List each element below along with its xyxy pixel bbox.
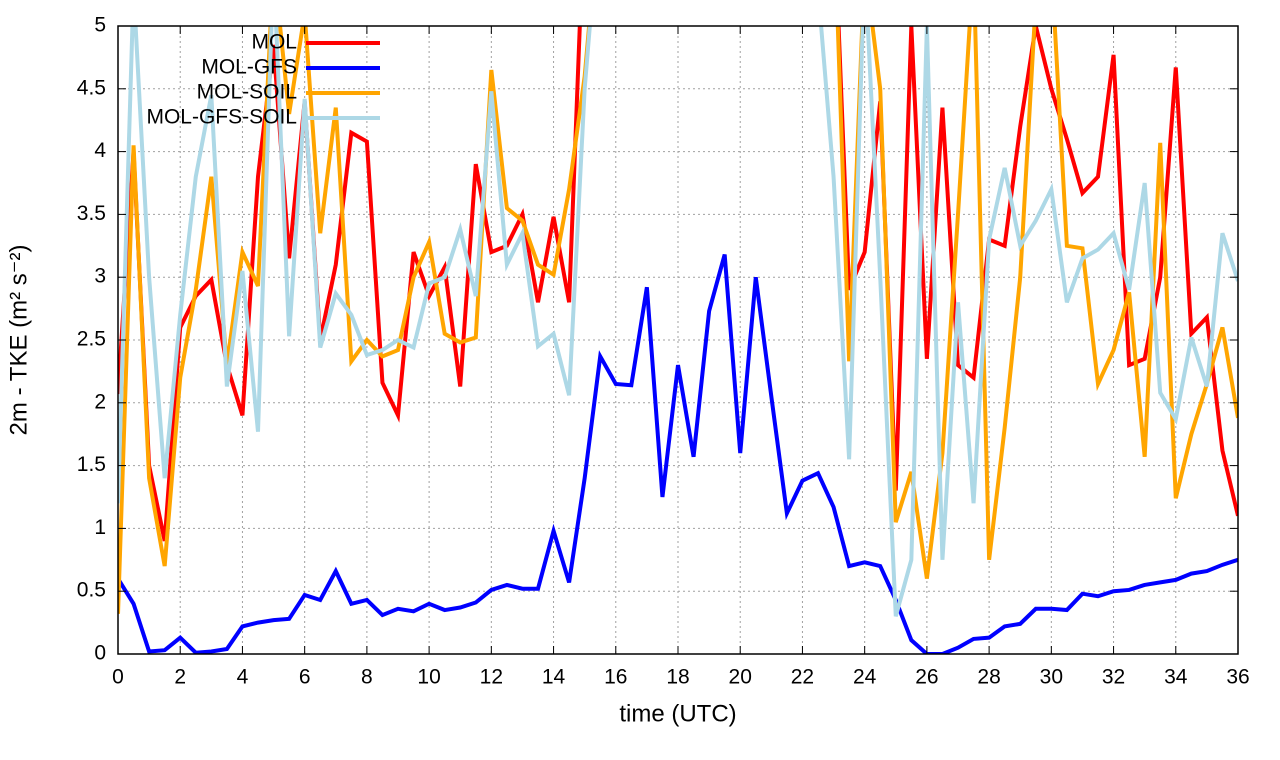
x-tick-label: 10 <box>417 666 440 689</box>
x-tick-label: 36 <box>1226 666 1249 689</box>
y-tick-label: 3 <box>94 265 106 288</box>
y-tick-label: 2.5 <box>77 328 106 351</box>
y-tick-label: 1 <box>94 516 106 539</box>
data-line <box>118 26 1238 617</box>
x-tick-label: 14 <box>542 666 566 689</box>
x-tick-label: 16 <box>604 666 627 689</box>
x-tick-label: 8 <box>361 666 373 689</box>
y-tick-label: 0 <box>94 642 106 665</box>
data-line <box>118 254 1238 654</box>
legend-label: MOL-GFS-SOIL <box>146 106 297 129</box>
x-tick-label: 32 <box>1102 666 1125 689</box>
y-tick-label: 4.5 <box>77 76 106 99</box>
x-tick-label: 30 <box>1040 666 1063 689</box>
x-tick-label: 26 <box>915 666 938 689</box>
x-tick-label: 12 <box>480 666 503 689</box>
x-tick-label: 2 <box>174 666 186 689</box>
y-tick-label: 1.5 <box>77 453 106 476</box>
legend-label: MOL-SOIL <box>197 81 297 104</box>
x-axis-label: time (UTC) <box>619 700 736 727</box>
x-tick-label: 6 <box>299 666 311 689</box>
x-tick-label: 18 <box>666 666 689 689</box>
y-tick-label: 3.5 <box>77 202 106 225</box>
x-tick-label: 34 <box>1164 666 1188 689</box>
y-axis-label: 2m - TKE (m² s⁻²) <box>5 245 32 436</box>
y-tick-label: 4 <box>94 139 106 162</box>
x-tick-label: 0 <box>112 666 124 689</box>
x-tick-label: 28 <box>977 666 1000 689</box>
legend-label: MOL <box>251 31 297 54</box>
x-tick-label: 24 <box>853 666 877 689</box>
x-tick-label: 22 <box>791 666 814 689</box>
x-tick-label: 20 <box>729 666 752 689</box>
y-tick-label: 5 <box>94 14 106 37</box>
legend-label: MOL-GFS <box>201 56 297 79</box>
y-tick-label: 2 <box>94 390 106 413</box>
x-tick-label: 4 <box>237 666 249 689</box>
y-tick-label: 0.5 <box>77 579 106 602</box>
